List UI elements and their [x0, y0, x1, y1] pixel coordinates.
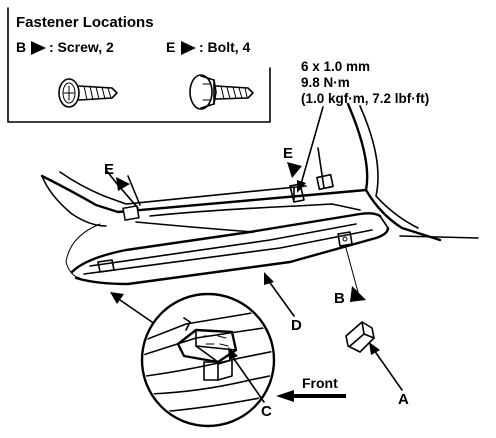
bolt-icon: [189, 74, 254, 110]
legend-title: Fastener Locations: [16, 14, 154, 31]
torque-value-nm: 9.8 N·m: [301, 75, 350, 90]
legend-arrow-e-icon: [181, 41, 196, 55]
callout-e-left-arrow-icon: [116, 177, 130, 191]
vehicle-body: [40, 102, 479, 242]
torque-value-alt: (1.0 kgf·m, 7.2 lbf·ft): [301, 91, 429, 106]
detail-pointer-arrow-icon: [110, 292, 124, 304]
callout-e-left: E: [104, 161, 114, 178]
callout-c: C: [261, 403, 272, 420]
callout-b: B: [334, 290, 345, 307]
front-arrow-icon: [276, 390, 346, 402]
torque-leader-line: [300, 106, 324, 185]
callout-c-leader: [231, 355, 265, 403]
legend-frame: [7, 7, 271, 123]
clip-a: [345, 321, 375, 353]
torque-size: 6 x 1.0 mm: [301, 59, 370, 74]
front-label: Front: [302, 375, 338, 391]
callout-b-arrow-icon: [350, 286, 366, 302]
fastener-legend: Fastener Locations B : Screw, 2 E : Bolt…: [7, 7, 271, 123]
callout-d: D: [291, 317, 302, 334]
callout-a-leader: [373, 349, 403, 391]
callout-e-right-arrow-icon: [287, 162, 302, 178]
legend-arrow-b-icon: [31, 41, 46, 55]
side-sill-trim: [65, 212, 390, 286]
callout-a: A: [398, 391, 409, 408]
callout-d-leader: [267, 279, 295, 317]
detail-magnifier: [110, 292, 276, 428]
legend-desc-e: : Bolt, 4: [199, 39, 251, 55]
callout-e-right: E: [283, 145, 293, 162]
legend-desc-b: : Screw, 2: [49, 39, 114, 55]
legend-letter-e: E: [166, 39, 175, 55]
front-direction-indicator: Front: [276, 375, 346, 402]
legend-letter-b: B: [16, 39, 26, 55]
screw-icon: [58, 78, 118, 108]
torque-spec: 6 x 1.0 mm 9.8 N·m (1.0 kgf·m, 7.2 lbf·f…: [297, 59, 429, 193]
